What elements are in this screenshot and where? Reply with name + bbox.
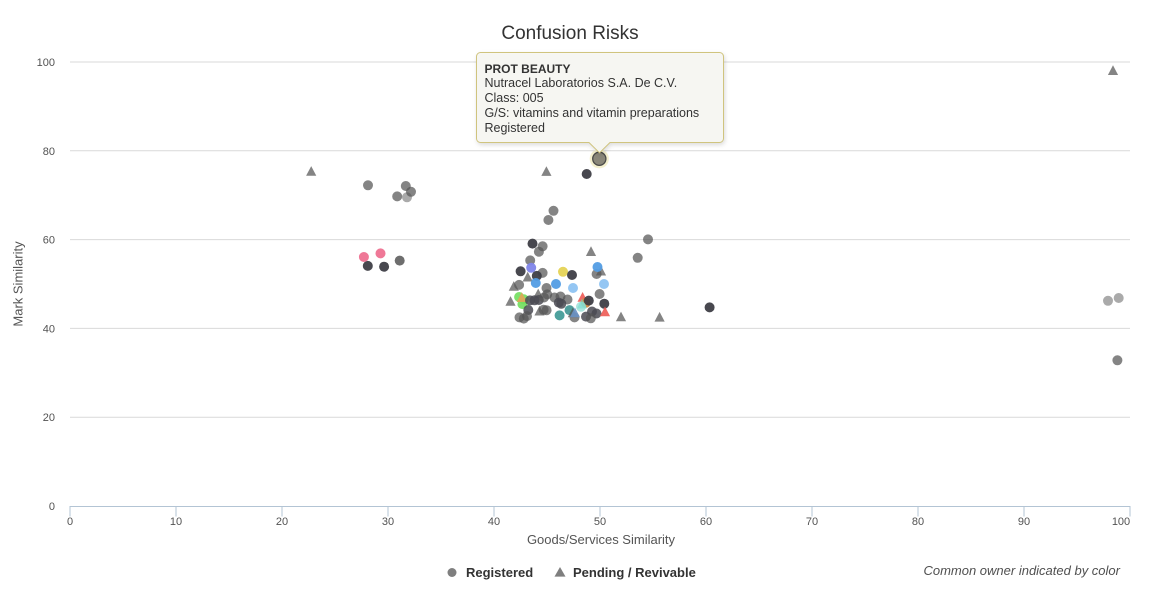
- svg-text:Registered: Registered: [466, 565, 533, 580]
- svg-text:40: 40: [488, 516, 500, 528]
- svg-text:90: 90: [1018, 516, 1030, 528]
- svg-text:60: 60: [43, 235, 55, 247]
- svg-text:30: 30: [382, 516, 394, 528]
- svg-text:70: 70: [806, 516, 818, 528]
- svg-text:100: 100: [37, 57, 55, 69]
- svg-text:40: 40: [43, 323, 55, 335]
- svg-text:Common owner indicated by colo: Common owner indicated by color: [923, 563, 1120, 578]
- svg-text:20: 20: [43, 412, 55, 424]
- svg-text:80: 80: [912, 516, 924, 528]
- svg-text:Mark Similarity: Mark Similarity: [11, 241, 26, 327]
- svg-text:Pending / Revivable: Pending / Revivable: [573, 565, 696, 580]
- svg-text:100: 100: [1112, 516, 1130, 528]
- svg-text:Confusion Risks: Confusion Risks: [501, 23, 638, 44]
- svg-text:10: 10: [170, 516, 182, 528]
- svg-text:50: 50: [594, 516, 606, 528]
- svg-text:0: 0: [49, 501, 55, 513]
- svg-text:60: 60: [700, 516, 712, 528]
- svg-text:20: 20: [276, 516, 288, 528]
- svg-text:Goods/Services Similarity: Goods/Services Similarity: [527, 532, 676, 547]
- svg-text:0: 0: [67, 516, 73, 528]
- svg-text:80: 80: [43, 146, 55, 158]
